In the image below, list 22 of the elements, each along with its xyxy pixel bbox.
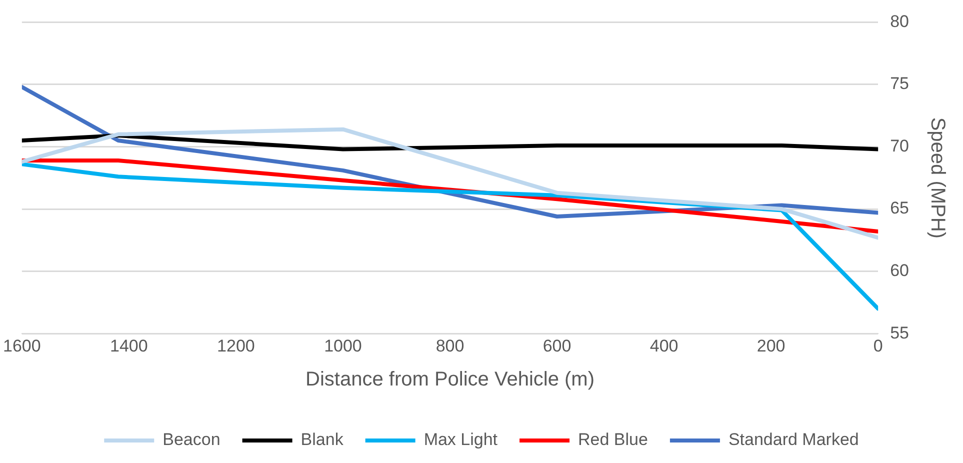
legend-label: Blank bbox=[300, 430, 344, 450]
y-tick-label: 75 bbox=[890, 74, 910, 94]
x-tick-label: 400 bbox=[650, 336, 678, 356]
legend-label: Beacon bbox=[162, 430, 220, 450]
y-axis-title: Speed (MPH) bbox=[926, 117, 948, 238]
y-tick-label: 70 bbox=[890, 136, 910, 156]
y-tick-label: 60 bbox=[890, 261, 910, 280]
x-tick-label: 200 bbox=[756, 336, 786, 356]
x-tick-label: 1000 bbox=[324, 336, 362, 356]
x-tick-label: 600 bbox=[542, 336, 572, 356]
legend-label: Red Blue bbox=[578, 430, 648, 450]
legend-label: Standard Marked bbox=[728, 430, 859, 450]
y-tick-label: 65 bbox=[890, 198, 910, 218]
x-tick-label: 1600 bbox=[2, 336, 41, 356]
x-tick-label: 0 bbox=[873, 336, 883, 356]
x-axis-title: Distance from Police Vehicle (m) bbox=[306, 368, 594, 391]
y-tick-label: 55 bbox=[890, 323, 910, 342]
x-tick-label: 800 bbox=[436, 336, 464, 356]
x-tick-label: 1200 bbox=[217, 336, 255, 356]
y-tick-label: 80 bbox=[890, 12, 910, 31]
legend-label: Max Light bbox=[424, 430, 498, 450]
x-tick-label: 1400 bbox=[110, 336, 148, 356]
